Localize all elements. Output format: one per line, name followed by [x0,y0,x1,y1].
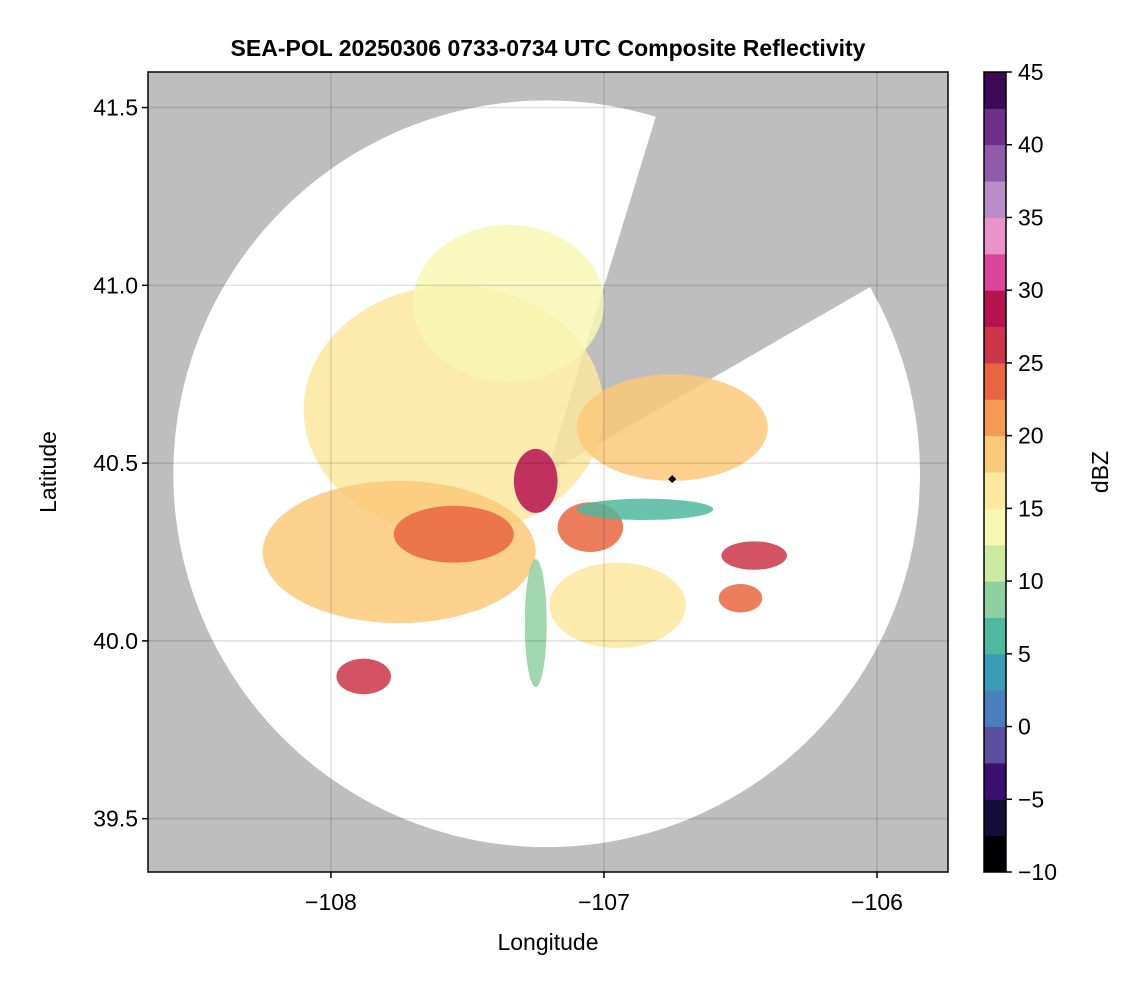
colorbar-tick-label: 25 [1018,350,1044,376]
colorbar-swatch [984,362,1006,400]
colorbar-swatch [984,544,1006,582]
colorbar-tick-label: 40 [1018,132,1044,158]
colorbar-swatch [984,144,1006,182]
echo-region [718,584,763,613]
plot-area [173,100,920,848]
colorbar-swatch [984,762,1006,800]
y-tick-label: 39.5 [93,806,138,832]
colorbar-tick-label: −10 [1018,859,1057,885]
echo-region [576,374,768,481]
colorbar-frame [983,71,1007,873]
colorbar-swatch [984,326,1006,364]
colorbar-swatch [984,653,1006,691]
colorbar-swatch [984,690,1006,728]
colorbar-swatch [984,72,1006,109]
colorbar-swatch [984,435,1006,473]
y-axis-label: Latitude [35,431,61,513]
plot-frame [147,71,949,873]
colorbar-swatch [984,181,1006,218]
x-tick-label: −107 [578,889,630,915]
colorbar-tick-label: 30 [1018,277,1044,303]
colorbar-swatch [984,399,1006,437]
colorbar-swatch [984,472,1006,509]
echo-region [524,559,547,688]
y-tick-label: 40.0 [93,628,138,654]
x-tick-label: −106 [851,889,903,915]
y-tick-label: 41.5 [93,95,138,121]
colorbar-swatch [984,726,1006,764]
colorbar-swatch [984,290,1006,328]
echo-region [412,224,604,382]
x-tick-label: −108 [305,889,357,915]
colorbar-tick-label: 15 [1018,495,1044,521]
colorbar: −10 −5 0 5 10 15 20 25 30 35 40 45 [983,59,1057,885]
echo-region [549,562,686,648]
colorbar-tick-label: −5 [1018,786,1044,812]
colorbar-tick-label: 0 [1018,714,1031,740]
echo-region [576,498,714,520]
chart-title: SEA-POL 20250306 0733-0734 UTC Composite… [231,35,866,61]
echo-region [513,448,558,513]
echo-region [721,541,787,570]
colorbar-label: dBZ [1087,451,1113,493]
grid-lines [148,72,948,872]
y-tick-label: 40.5 [93,450,138,476]
y-tick-label: 41.0 [93,272,138,298]
y-axis-ticks: 39.5 40.0 40.5 41.0 41.5 [93,95,148,832]
colorbar-swatch [984,508,1006,546]
colorbar-swatch [984,581,1006,618]
x-axis-label: Longitude [497,929,598,955]
colorbar-swatch [984,617,1006,655]
colorbar-tick-label: 20 [1018,423,1044,449]
colorbar-tick-label: 5 [1018,641,1031,667]
x-axis-ticks: −108 −107 −106 [305,872,903,915]
site-marker [668,475,677,484]
colorbar-swatch [984,835,1006,873]
colorbar-tick-label: 10 [1018,568,1044,594]
echo-region [393,505,514,563]
colorbar-tick-label: 45 [1018,59,1044,85]
colorbar-swatch [984,108,1006,146]
colorbar-swatch [984,217,1006,255]
colorbar-swatch [984,253,1006,291]
echo-region [336,658,392,695]
colorbar-tick-label: 35 [1018,204,1044,230]
colorbar-swatch [984,799,1006,837]
